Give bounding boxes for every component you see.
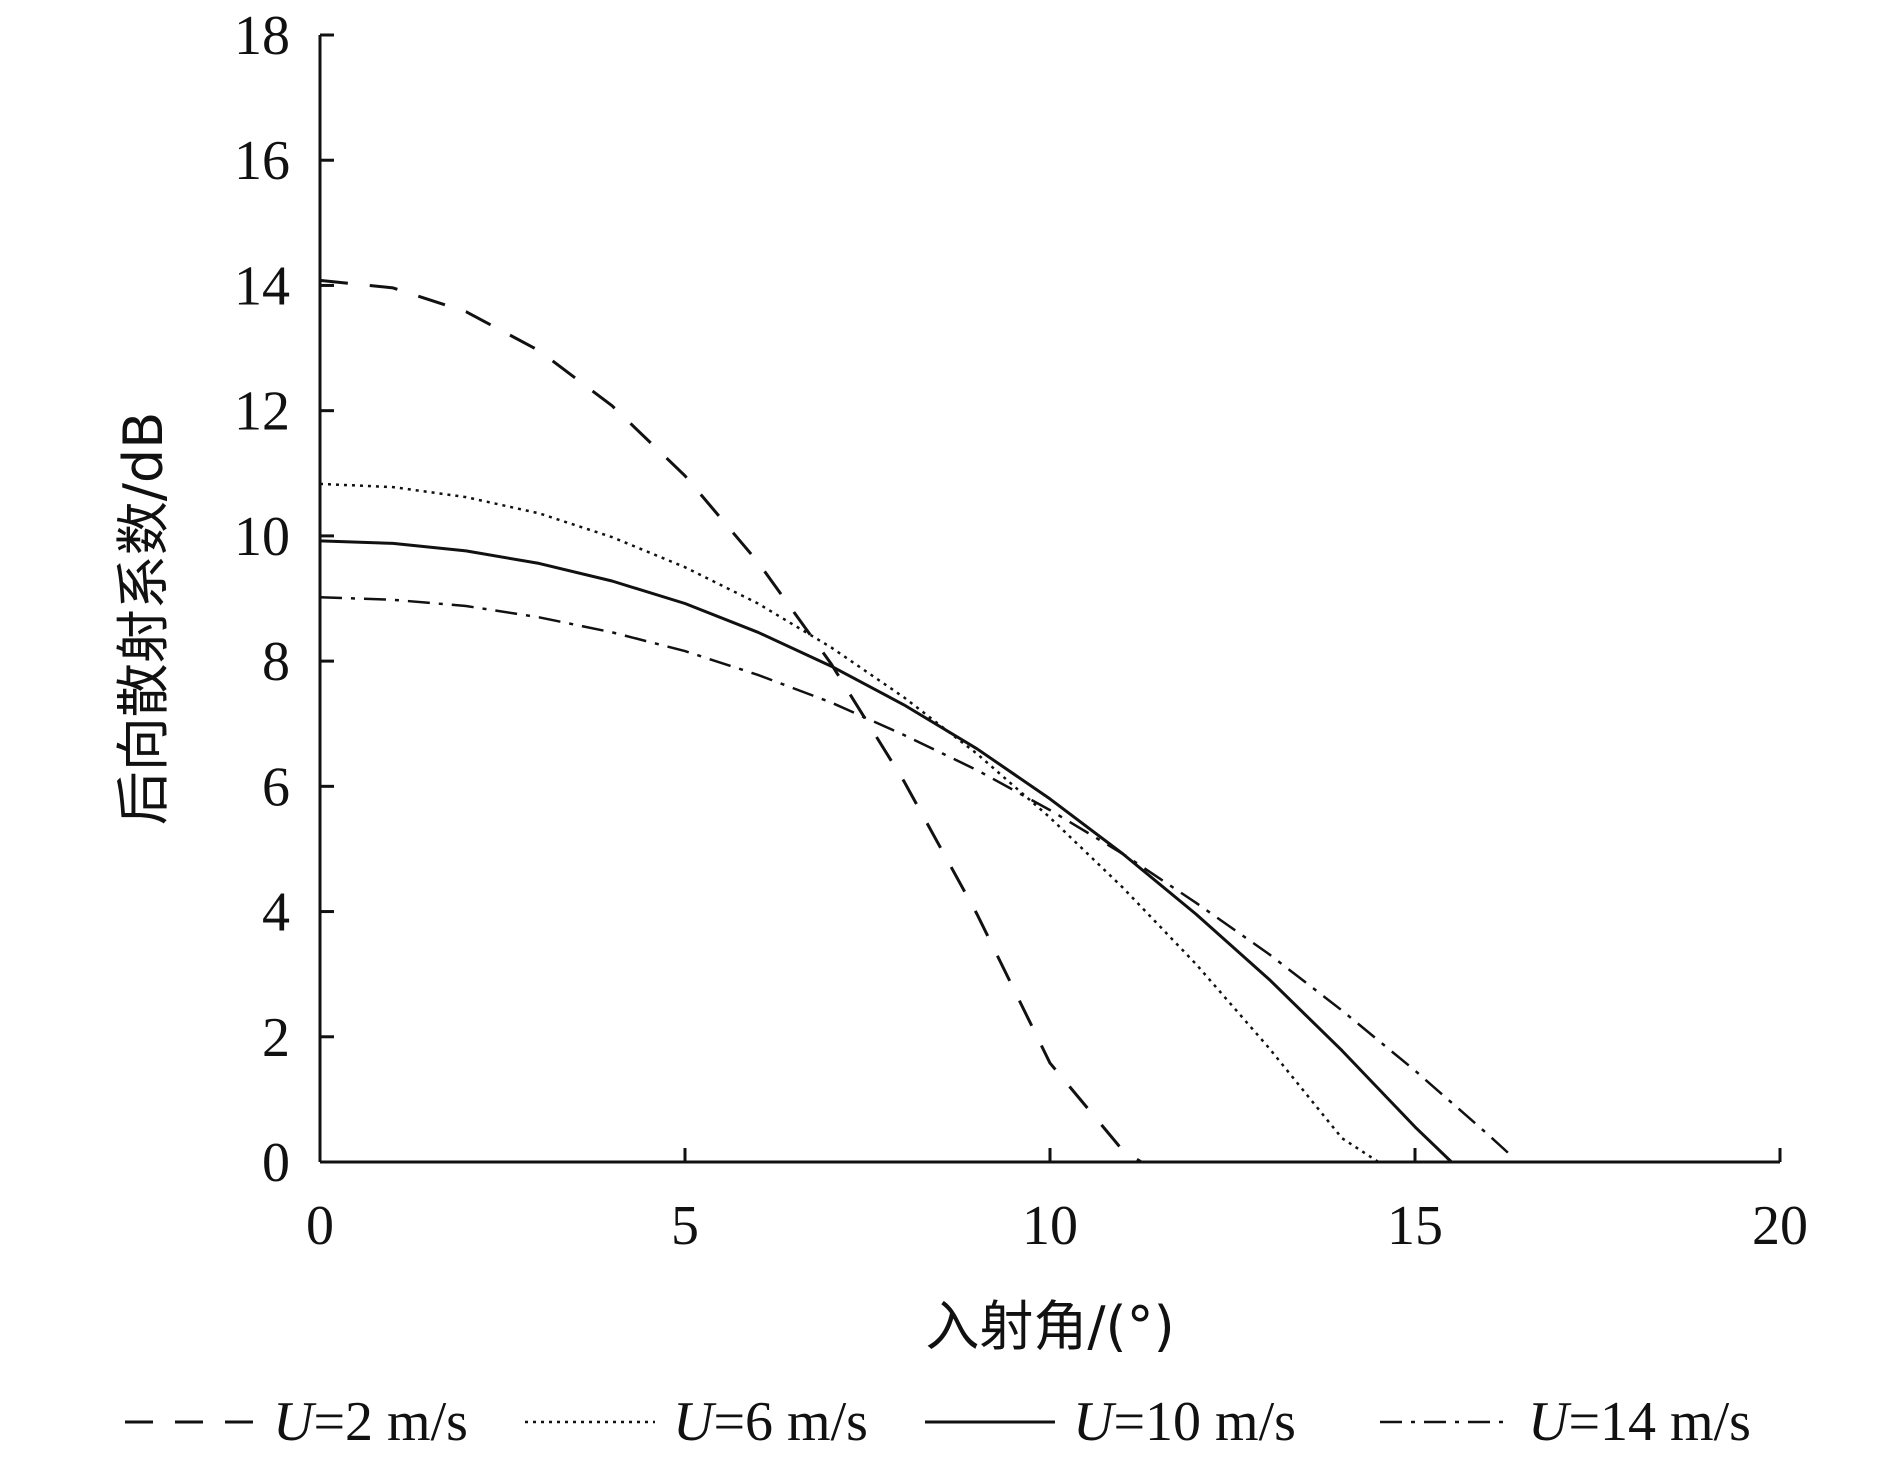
legend-label-4: U=14 m/s [1528, 1391, 1751, 1453]
series-line-4 [319, 595, 1511, 1156]
y-tick-label: 12 [234, 381, 290, 443]
y-axis-title: 后向散射系数/dB [112, 412, 175, 826]
y-tick-label: 14 [234, 255, 290, 317]
series-line-1 [319, 278, 1143, 1164]
x-tick-label: 15 [1387, 1195, 1443, 1257]
series-line-2 [319, 482, 1380, 1164]
legend-label-3: U=10 m/s [1073, 1391, 1296, 1453]
y-tick-label: 2 [262, 1007, 290, 1069]
x-axis-title: 入射角/(°) [925, 1295, 1174, 1358]
legend-value: =6 m/s [713, 1391, 868, 1453]
y-tick-label: 18 [234, 5, 290, 67]
y-tick-label: 6 [262, 756, 290, 818]
legend-var: U [1073, 1391, 1117, 1453]
x-tick-label: 5 [671, 1195, 699, 1257]
legend-value: =2 m/s [313, 1391, 468, 1453]
y-tick-label: 4 [262, 882, 290, 944]
x-tick-label: 10 [1022, 1195, 1078, 1257]
series-lines [319, 278, 1511, 1164]
legend-label-1: U=2 m/s [273, 1391, 468, 1453]
legend-var: U [1528, 1391, 1572, 1453]
y-tick-label: 8 [262, 631, 290, 693]
series-line-3 [319, 539, 1453, 1164]
y-tick-label: 10 [234, 506, 290, 568]
legend: U=2 m/s U=6 m/s U=10 m/s U=14 m/s [125, 1391, 1751, 1453]
x-tick-label: 0 [306, 1195, 334, 1257]
legend-var: U [673, 1391, 717, 1453]
x-tick-label: 20 [1752, 1195, 1808, 1257]
legend-value: =14 m/s [1568, 1391, 1751, 1453]
axis-ticks: 0 2 4 6 8 10 12 14 16 18 0 5 10 15 20 [234, 5, 1808, 1257]
legend-var: U [273, 1391, 317, 1453]
y-tick-label: 16 [234, 130, 290, 192]
legend-value: =10 m/s [1113, 1391, 1296, 1453]
axes [318, 35, 1780, 1164]
legend-label-2: U=6 m/s [673, 1391, 868, 1453]
y-tick-label: 0 [262, 1132, 290, 1194]
